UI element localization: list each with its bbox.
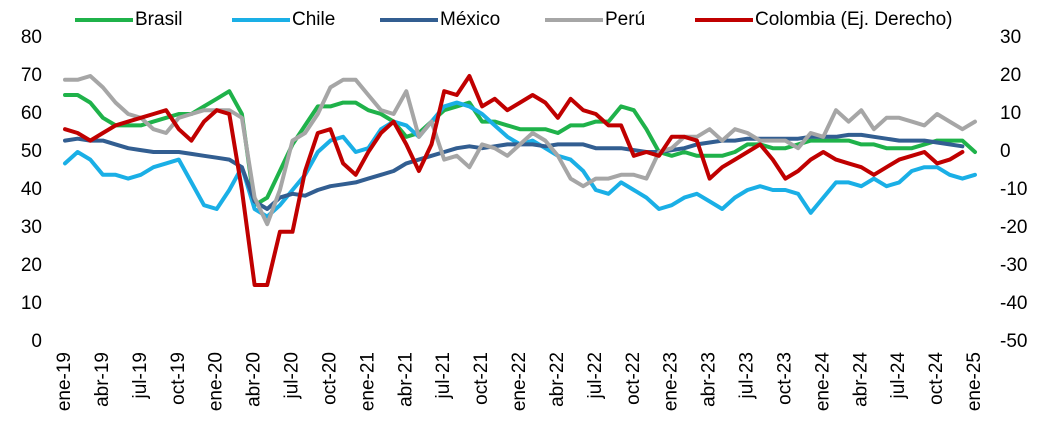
x-tick-label: ene-23 [661, 352, 682, 411]
y2-tick-label: -50 [1000, 331, 1027, 352]
y-tick-label: 80 [21, 27, 42, 48]
x-tick-label: ene-25 [964, 352, 985, 411]
x-tick-label: oct-19 [168, 352, 189, 405]
x-tick-label: abr-21 [395, 352, 416, 407]
x-tick-label: jul-24 [888, 352, 909, 400]
x-tick-label: oct-24 [926, 352, 947, 405]
x-tick-label: oct-22 [623, 352, 644, 405]
series-line [63, 74, 965, 287]
y2-tick-label: -40 [1000, 293, 1027, 314]
x-tick-label: ene-24 [812, 352, 833, 412]
x-tick-label: oct-20 [319, 352, 340, 405]
x-tick-label: oct-23 [774, 352, 795, 405]
x-tick-label: ene-22 [509, 352, 530, 411]
x-tick-label: abr-22 [547, 352, 568, 407]
legend-label: Perú [605, 9, 645, 30]
y2-tick-label: -30 [1000, 255, 1027, 276]
x-tick-label: jul-21 [433, 352, 454, 399]
x-tick-label: ene-20 [206, 352, 227, 411]
x-tick-label: jul-20 [282, 352, 303, 399]
y-tick-label: 40 [21, 179, 42, 200]
y-tick-label: 20 [21, 255, 42, 276]
x-tick-label: abr-23 [699, 352, 720, 407]
series-line [63, 89, 977, 208]
series-line [63, 132, 965, 211]
legend-label: Colombia (Ej. Derecho) [755, 9, 952, 30]
y2-tick-label: 30 [1000, 27, 1021, 48]
x-tick-label: ene-21 [357, 352, 378, 411]
y2-tick-label: -10 [1000, 179, 1027, 200]
x-tick-label: abr-20 [244, 352, 265, 407]
x-tick-label: abr-24 [850, 352, 871, 407]
y-tick-label: 70 [21, 65, 42, 86]
y-tick-label: 0 [31, 331, 42, 352]
y2-tick-label: -20 [1000, 217, 1027, 238]
y2-tick-label: 0 [1000, 141, 1011, 162]
y2-tick-label: 20 [1000, 65, 1021, 86]
y-tick-label: 30 [21, 217, 42, 238]
y2-tick-label: 10 [1000, 103, 1021, 124]
x-tick-label: jul-22 [585, 352, 606, 399]
x-tick-label: jul-23 [737, 352, 758, 399]
y-tick-label: 60 [21, 103, 42, 124]
x-tick-label: abr-19 [92, 352, 113, 407]
legend-label: Chile [292, 9, 335, 30]
y-tick-label: 50 [21, 141, 42, 162]
y-tick-label: 10 [21, 293, 42, 314]
legend-label: México [440, 9, 500, 30]
x-tick-label: jul-19 [130, 352, 151, 399]
x-tick-label: ene-19 [54, 352, 75, 411]
x-tick-label: oct-21 [471, 352, 492, 405]
legend-label: Brasil [135, 9, 183, 30]
